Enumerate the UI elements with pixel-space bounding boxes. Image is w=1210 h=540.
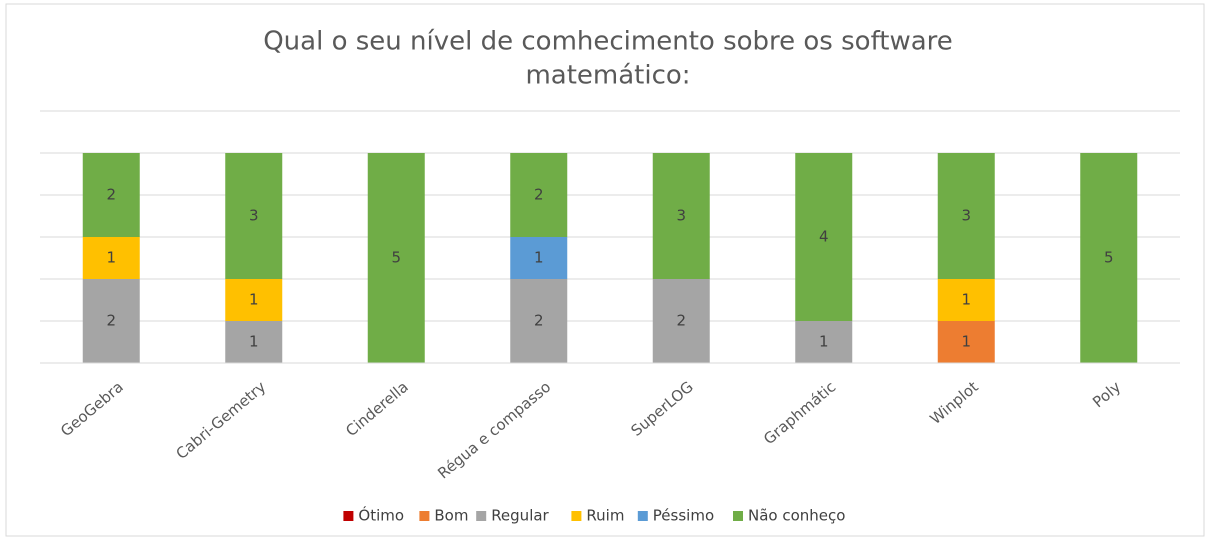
legend-label: Regular <box>491 507 549 525</box>
bar-segment <box>795 321 853 363</box>
legend-swatch <box>637 511 648 521</box>
bar-segment <box>225 321 283 363</box>
chart-border <box>5 3 1205 537</box>
chart-title: Qual o seu nível de comhecimento sobre o… <box>263 27 953 57</box>
bar-segment <box>510 279 568 363</box>
data-label: 5 <box>391 249 401 267</box>
legend-label: Ruim <box>586 507 624 525</box>
bar-segment <box>367 153 425 363</box>
data-label: 3 <box>961 207 971 225</box>
data-label: 4 <box>819 228 829 246</box>
bar-segment <box>225 153 283 279</box>
data-label: 2 <box>534 312 544 330</box>
legend-swatch <box>733 511 743 521</box>
data-label: 1 <box>106 249 116 267</box>
legend-swatch <box>476 511 487 521</box>
data-label: 1 <box>819 333 829 351</box>
data-label: 2 <box>106 186 116 204</box>
data-label: 1 <box>249 333 259 351</box>
bar-segment <box>652 153 710 279</box>
bar-segment <box>937 321 995 363</box>
legend-swatch <box>571 511 582 521</box>
bar-segment <box>82 153 140 237</box>
bar-segment <box>510 153 568 237</box>
bar-segment <box>82 279 140 363</box>
bar-segment <box>510 237 568 279</box>
bar-segment <box>82 237 140 279</box>
data-label: 3 <box>676 207 686 225</box>
legend-swatch <box>343 511 354 521</box>
legend-label: Bom <box>434 507 468 525</box>
data-label: 1 <box>534 249 544 267</box>
bar-segment <box>795 153 853 321</box>
data-label: 1 <box>961 333 971 351</box>
chart-title: matemático: <box>525 61 690 91</box>
legend-label: Ótimo <box>358 506 404 525</box>
data-label: 1 <box>961 291 971 309</box>
bar-segment <box>225 279 283 321</box>
bar-segment <box>937 153 995 279</box>
legend-swatch <box>419 511 430 521</box>
bar-segment <box>652 279 710 363</box>
legend-label: Péssimo <box>653 507 714 525</box>
data-label: 2 <box>676 312 686 330</box>
legend-label: Não conheço <box>748 507 845 525</box>
data-label: 3 <box>249 207 259 225</box>
bar-segment <box>1080 153 1138 363</box>
data-label: 1 <box>249 291 259 309</box>
data-label: 5 <box>1104 249 1114 267</box>
bar-segment <box>937 279 995 321</box>
data-label: 2 <box>106 312 116 330</box>
data-label: 2 <box>534 186 544 204</box>
